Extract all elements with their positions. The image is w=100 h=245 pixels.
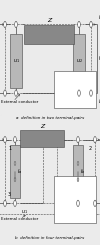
Circle shape — [14, 178, 16, 182]
Text: $I_b$: $I_b$ — [80, 167, 85, 176]
Text: $b_2$: $b_2$ — [98, 97, 100, 106]
Text: $u_1$: $u_1$ — [20, 208, 28, 216]
Circle shape — [4, 136, 6, 143]
Bar — [73, 145, 83, 198]
Circle shape — [90, 90, 92, 96]
Bar — [20, 130, 64, 147]
Text: Z: Z — [40, 124, 44, 129]
Circle shape — [78, 21, 80, 28]
Text: $I_2$: $I_2$ — [98, 13, 100, 22]
Text: $U_2$: $U_2$ — [98, 54, 100, 63]
Bar — [57, 140, 95, 203]
Circle shape — [14, 136, 16, 143]
Bar — [10, 34, 22, 88]
Text: 3: 3 — [8, 192, 11, 197]
Text: $Z = U_2/I_1$: $Z = U_2/I_1$ — [58, 179, 80, 188]
Text: $I_1 = 0$: $I_1 = 0$ — [67, 186, 82, 195]
Bar — [54, 176, 96, 223]
Circle shape — [4, 21, 6, 28]
Circle shape — [77, 136, 79, 143]
Text: with: with — [56, 187, 65, 191]
Circle shape — [90, 21, 92, 28]
Circle shape — [94, 136, 96, 143]
Circle shape — [14, 161, 16, 165]
Text: $I_3 = 0$: $I_3 = 0$ — [67, 202, 82, 211]
Circle shape — [15, 90, 17, 96]
Text: 2: 2 — [89, 146, 92, 151]
Bar — [5, 24, 91, 93]
Text: Z: Z — [47, 18, 51, 23]
Circle shape — [94, 200, 96, 207]
Text: a: a — [88, 97, 90, 102]
Text: $Z = U_2/U_1$: $Z = U_2/U_1$ — [58, 74, 82, 83]
Text: External conductor: External conductor — [1, 100, 38, 104]
Text: $I_a$: $I_a$ — [16, 167, 22, 176]
Bar — [5, 140, 43, 203]
Circle shape — [14, 200, 16, 207]
Text: 4: 4 — [89, 192, 92, 197]
Circle shape — [77, 178, 79, 182]
Text: $U_2 = U_1$: $U_2 = U_1$ — [67, 81, 86, 90]
Text: 1: 1 — [8, 146, 11, 151]
Text: a  definition in two terminal-pairs: a definition in two terminal-pairs — [16, 116, 84, 120]
Circle shape — [4, 90, 6, 96]
Text: External conductor: External conductor — [1, 217, 38, 221]
Circle shape — [4, 200, 6, 207]
Circle shape — [77, 161, 79, 165]
Text: $u_2$: $u_2$ — [76, 57, 82, 65]
Bar — [73, 34, 85, 88]
Bar — [24, 24, 74, 44]
Text: b  definition in four terminal-pairs: b definition in four terminal-pairs — [15, 236, 85, 240]
Bar — [54, 71, 96, 108]
Text: with: with — [56, 81, 65, 85]
Circle shape — [15, 21, 17, 28]
Text: $U_4 = 0$: $U_4 = 0$ — [67, 210, 84, 219]
Text: $u_1$: $u_1$ — [12, 57, 20, 65]
Bar — [10, 145, 20, 198]
Text: $U_2 = 0$: $U_2 = 0$ — [67, 194, 84, 203]
Text: $I_2 = 0$: $I_2 = 0$ — [67, 88, 82, 97]
Circle shape — [78, 90, 80, 96]
Circle shape — [77, 200, 79, 207]
Text: $u_2$: $u_2$ — [72, 208, 80, 216]
